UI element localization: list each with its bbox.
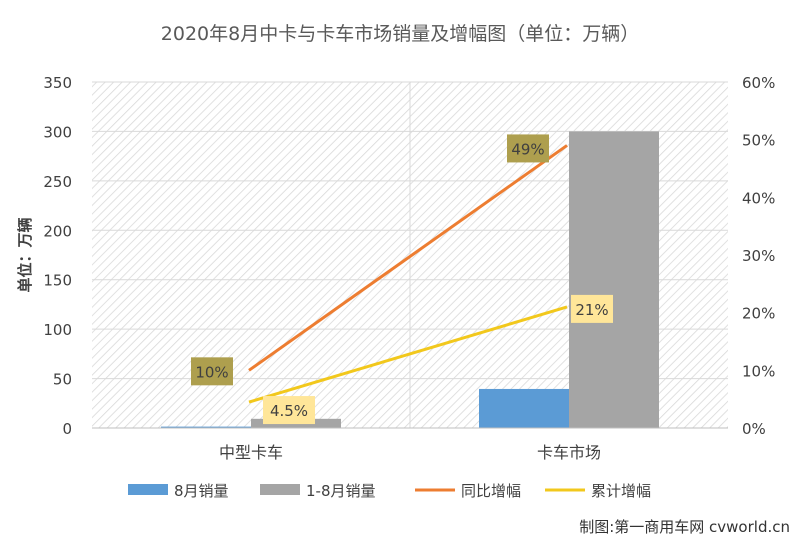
y-tick-label: 350 <box>43 74 72 92</box>
y-axis-label: 单位：万辆 <box>16 217 34 292</box>
bar-month <box>161 426 251 428</box>
chart-title: 2020年8月中卡与卡车市场销量及增幅图（单位：万辆） <box>161 23 639 45</box>
data-label-bg <box>263 396 315 425</box>
y2-tick-label: 30% <box>742 247 775 265</box>
y-tick-label: 250 <box>43 173 72 191</box>
data-label-bg <box>191 357 233 386</box>
line-series <box>248 144 568 372</box>
legend-label: 1-8月销量 <box>306 482 376 500</box>
y-tick-label: 300 <box>43 123 72 141</box>
data-label: 4.5% <box>270 402 308 420</box>
legend-label: 同比增幅 <box>461 482 521 500</box>
y2-tick-label: 40% <box>742 189 775 207</box>
y-tick-label: 50 <box>53 371 72 389</box>
data-label: 21% <box>575 301 608 319</box>
x-tick-label: 中型卡车 <box>219 443 283 462</box>
line-series <box>248 305 568 404</box>
data-label: 10% <box>195 363 228 381</box>
data-label: 49% <box>511 140 544 158</box>
legend-label: 累计增幅 <box>591 482 651 500</box>
y2-tick-label: 10% <box>742 362 775 380</box>
y2-tick-label: 50% <box>742 132 775 150</box>
legend-label: 8月销量 <box>174 482 229 500</box>
y2-tick-label: 60% <box>742 74 775 92</box>
legend-swatch <box>260 484 300 495</box>
y-tick-label: 100 <box>43 321 72 339</box>
y-tick-label: 150 <box>43 272 72 290</box>
credit-text: 制图:第一商用车网 cvworld.cn <box>579 518 790 536</box>
y-tick-label: 0 <box>62 420 72 438</box>
data-label-bg <box>571 294 613 323</box>
bar-month <box>479 388 569 428</box>
y2-tick-label: 0% <box>742 420 766 438</box>
y2-tick-label: 20% <box>742 305 775 323</box>
y-tick-label: 200 <box>43 222 72 240</box>
legend-swatch <box>128 484 168 495</box>
data-label-bg <box>507 134 549 163</box>
x-tick-label: 卡车市场 <box>537 443 601 462</box>
bar-ytd <box>569 131 659 428</box>
